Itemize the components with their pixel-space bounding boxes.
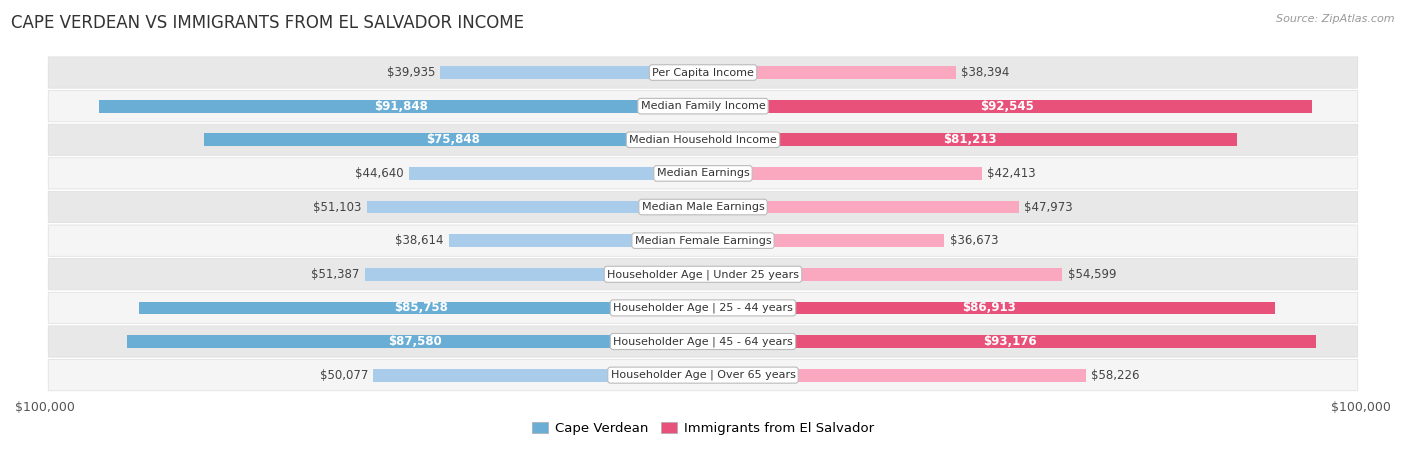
Text: $44,640: $44,640 — [356, 167, 404, 180]
Bar — [703, 369, 1087, 382]
FancyBboxPatch shape — [48, 57, 1358, 88]
Text: Per Capita Income: Per Capita Income — [652, 68, 754, 78]
Text: $58,226: $58,226 — [1091, 368, 1140, 382]
Text: $86,913: $86,913 — [962, 301, 1017, 314]
Bar — [703, 201, 1019, 213]
Bar — [440, 66, 703, 79]
Text: $39,935: $39,935 — [387, 66, 434, 79]
Bar — [204, 134, 703, 146]
Text: $81,213: $81,213 — [943, 133, 997, 146]
Bar — [703, 302, 1275, 314]
Bar — [98, 100, 703, 113]
Bar — [127, 335, 703, 348]
Bar — [409, 167, 703, 180]
Text: $51,387: $51,387 — [311, 268, 360, 281]
Bar — [449, 234, 703, 247]
Text: $47,973: $47,973 — [1024, 200, 1073, 213]
Text: $36,673: $36,673 — [949, 234, 998, 247]
Bar — [703, 234, 945, 247]
FancyBboxPatch shape — [48, 259, 1358, 290]
Text: Householder Age | 45 - 64 years: Householder Age | 45 - 64 years — [613, 336, 793, 347]
FancyBboxPatch shape — [48, 158, 1358, 189]
Bar — [374, 369, 703, 382]
FancyBboxPatch shape — [48, 191, 1358, 223]
Text: CAPE VERDEAN VS IMMIGRANTS FROM EL SALVADOR INCOME: CAPE VERDEAN VS IMMIGRANTS FROM EL SALVA… — [11, 14, 524, 32]
Text: Source: ZipAtlas.com: Source: ZipAtlas.com — [1277, 14, 1395, 24]
FancyBboxPatch shape — [48, 225, 1358, 256]
Text: $54,599: $54,599 — [1067, 268, 1116, 281]
Text: $75,848: $75,848 — [426, 133, 481, 146]
Bar — [703, 167, 983, 180]
Text: $38,394: $38,394 — [960, 66, 1010, 79]
Text: $85,758: $85,758 — [394, 301, 447, 314]
Text: Median Earnings: Median Earnings — [657, 169, 749, 178]
Text: $93,176: $93,176 — [983, 335, 1036, 348]
Bar — [703, 66, 956, 79]
Text: Householder Age | Over 65 years: Householder Age | Over 65 years — [610, 370, 796, 381]
Bar — [703, 335, 1316, 348]
Bar — [139, 302, 703, 314]
Text: $42,413: $42,413 — [987, 167, 1036, 180]
Text: Householder Age | 25 - 44 years: Householder Age | 25 - 44 years — [613, 303, 793, 313]
Text: Median Male Earnings: Median Male Earnings — [641, 202, 765, 212]
Text: Median Household Income: Median Household Income — [628, 135, 778, 145]
Text: $50,077: $50,077 — [319, 368, 368, 382]
Bar — [703, 268, 1063, 281]
Text: $51,103: $51,103 — [314, 200, 361, 213]
FancyBboxPatch shape — [48, 91, 1358, 122]
Bar — [367, 201, 703, 213]
Text: $92,545: $92,545 — [980, 99, 1035, 113]
Text: $87,580: $87,580 — [388, 335, 441, 348]
FancyBboxPatch shape — [48, 292, 1358, 324]
Text: Median Family Income: Median Family Income — [641, 101, 765, 111]
Text: $38,614: $38,614 — [395, 234, 444, 247]
Legend: Cape Verdean, Immigrants from El Salvador: Cape Verdean, Immigrants from El Salvado… — [527, 417, 879, 440]
Text: Median Female Earnings: Median Female Earnings — [634, 236, 772, 246]
Text: Householder Age | Under 25 years: Householder Age | Under 25 years — [607, 269, 799, 280]
FancyBboxPatch shape — [48, 360, 1358, 391]
FancyBboxPatch shape — [48, 326, 1358, 357]
Bar — [703, 100, 1312, 113]
Bar — [364, 268, 703, 281]
FancyBboxPatch shape — [48, 124, 1358, 156]
Bar — [703, 134, 1237, 146]
Text: $91,848: $91,848 — [374, 99, 427, 113]
